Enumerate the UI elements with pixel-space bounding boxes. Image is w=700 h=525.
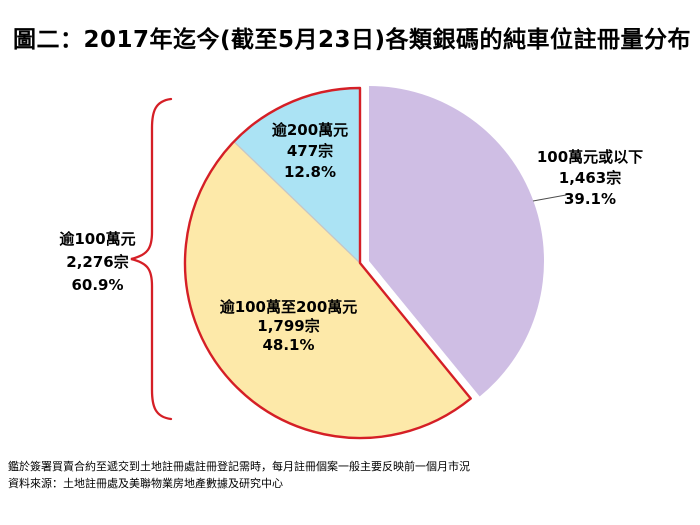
slice-category: 逾100萬至200萬元: [219, 298, 358, 316]
slice-percent: 48.1%: [262, 336, 315, 354]
slice-percent: 39.1%: [563, 190, 617, 208]
pie-slice-under-1m: [369, 86, 544, 397]
slice-count: 1,799宗: [257, 317, 320, 335]
slice-label-1m-to-2m: 逾100萬至200萬元 1,799宗 48.1%: [196, 298, 381, 355]
group-percent: 60.9%: [71, 276, 124, 294]
footnote-line-2: 資料來源：土地註冊處及美聯物業房地產數據及研究中心: [8, 477, 283, 490]
footnote-line-1: 鑑於簽署買賣合約至遞交到土地註冊處註冊登記需時，每月註冊個案一般主要反映前一個月…: [8, 460, 470, 473]
group-outline: [183, 86, 472, 440]
leader-line: [532, 194, 567, 202]
slice-count: 1,463宗: [558, 169, 622, 187]
slice-category: 逾200萬元: [271, 121, 349, 139]
group-category: 逾100萬元: [59, 230, 136, 248]
footnotes: 鑑於簽署買賣合約至遞交到土地註冊處註冊登記需時，每月註冊個案一般主要反映前一個月…: [8, 458, 688, 492]
pie-slice-over-2m: [233, 88, 360, 263]
pie-slice-1m-to-2m: [185, 141, 471, 438]
slice-category: 100萬元或以下: [536, 148, 644, 166]
group-count: 2,276宗: [66, 253, 129, 271]
slice-count: 477宗: [286, 142, 334, 160]
slice-label-over-2m: 逾200萬元 477宗 12.8%: [235, 120, 385, 183]
chart-title: 圖二：2017年迄今(截至5月23日)各類銀碼的純車位註冊量分布: [13, 27, 692, 53]
slice-percent: 12.8%: [283, 163, 337, 181]
bracket-group-label: 逾100萬元 2,276宗 60.9%: [35, 228, 160, 297]
group-bracket: [130, 97, 173, 421]
slice-divider: [233, 141, 361, 264]
slice-label-under-1m: 100萬元或以下 1,463宗 39.1%: [515, 147, 665, 210]
